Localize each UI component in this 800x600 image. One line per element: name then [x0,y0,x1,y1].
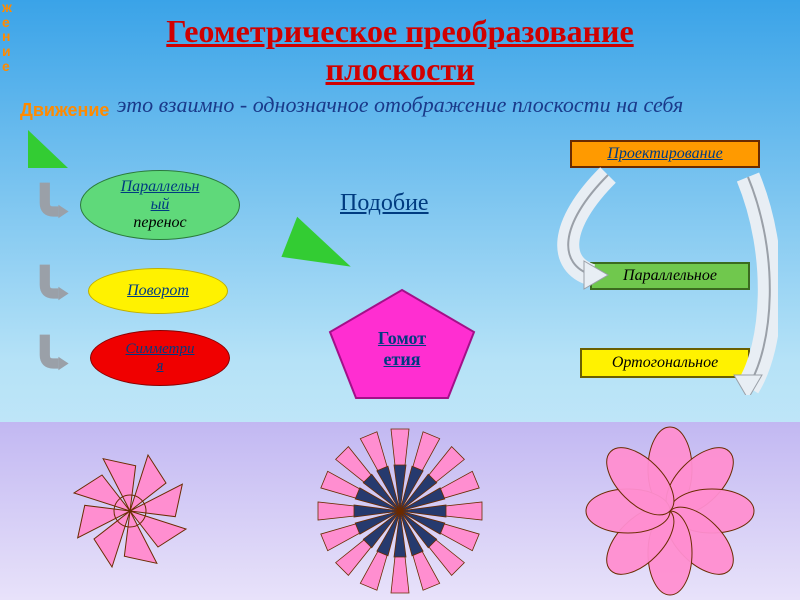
node-gomotetia[interactable]: Гомотетия [324,284,480,404]
footer-band [0,422,800,600]
node-parallel-transfer[interactable]: Параллельн ый перенос [80,170,240,240]
bent-arrow-icon [38,330,72,380]
bent-arrow-icon [38,178,72,228]
flower-pattern-1 [30,422,230,600]
flower-pattern-3 [570,422,770,600]
node-podobie[interactable]: Подобие [340,190,429,217]
triangle-icon [281,215,356,266]
node-proektirovanie[interactable]: Проектирование [570,140,760,168]
curved-arrows-icon [548,165,778,395]
node-povorot[interactable]: Поворот [88,268,228,314]
page-title: Геометрическое преобразование плоскости [0,12,800,89]
triangle-icon [28,130,68,168]
page-subtitle: это взаимно - однозначное отображение пл… [0,92,800,118]
node-symmetry[interactable]: Симметри я [90,330,230,386]
bent-arrow-icon [38,260,72,310]
gomotetia-label: Гомотетия [324,328,480,370]
flower-pattern-2 [300,422,500,600]
